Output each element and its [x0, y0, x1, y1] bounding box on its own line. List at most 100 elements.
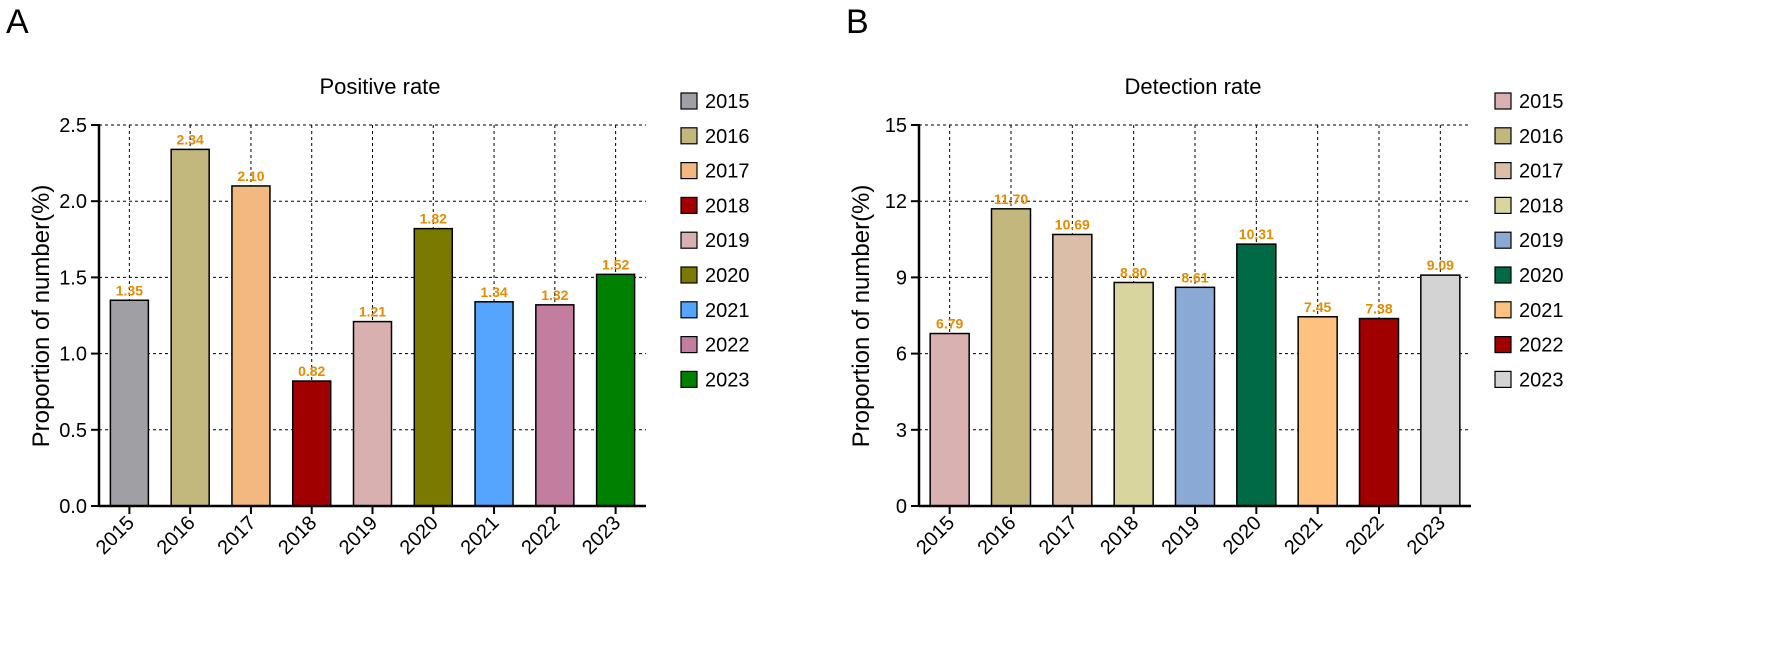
panel-b-bar-2020 — [1236, 243, 1277, 507]
panel-b-legend-swatch-2023 — [1494, 370, 1512, 388]
panel-b-data-label-2022: 7.38 — [1365, 301, 1392, 317]
panel-a-legend-label-2018: 2018 — [705, 195, 750, 217]
panel-b-bar-2023 — [1420, 274, 1461, 507]
panel-b-legend: 2015 2016 2017 2018 2019 2020 2021 2022 2023 — [1494, 91, 1564, 391]
panel-b-data-label-2017: 10.69 — [1055, 216, 1090, 232]
panel-a-data-label-2020: 1.82 — [420, 211, 447, 227]
panel-a-y-tick-label: 0.5 — [59, 420, 87, 442]
panel-a-legend-label-2015: 2015 — [705, 91, 750, 113]
panel-a-legend-label-2021: 2021 — [705, 300, 750, 322]
panel-a-bars — [109, 148, 636, 507]
panel-b-bar-2018 — [1113, 281, 1154, 507]
panel-b-bar-2019 — [1174, 286, 1216, 507]
panel-a-legend-label-2019: 2019 — [705, 230, 750, 252]
panel-b-bar-2015 — [929, 332, 970, 507]
panel-a-bar-2021 — [474, 301, 514, 507]
panel-a-bar-2022 — [535, 304, 575, 507]
panel-b-legend-swatch-2017 — [1494, 162, 1512, 180]
panel-b-legend-swatch-2020 — [1494, 266, 1512, 284]
panel-a-legend-swatch-2019 — [680, 231, 698, 249]
panel-b-legend-label-2023: 2023 — [1519, 369, 1564, 391]
panel-b-bars — [929, 208, 1461, 507]
panel-b-data-label-2023: 9.09 — [1427, 257, 1454, 273]
panel-a-bar-2016 — [170, 148, 210, 507]
panel-a-y-tick-label: 2.0 — [59, 191, 87, 213]
panel-b-letter: B — [846, 3, 869, 41]
panel-a-bar-2018 — [291, 380, 332, 507]
panel-b-x-tick-label-2018: 2018 — [1096, 512, 1143, 559]
panel-a-legend-label-2017: 2017 — [705, 161, 750, 183]
panel-b-y-tick-label: 6 — [896, 344, 907, 366]
panel-b-legend-label-2020: 2020 — [1519, 265, 1564, 287]
panel-b-bar-2016 — [990, 208, 1032, 507]
panel-b-y-tick-label: 9 — [896, 267, 907, 289]
panel-b-bar-2021 — [1297, 316, 1338, 507]
panel-a-bar-2023 — [595, 273, 636, 507]
panel-a-x-tick-label-2015: 2015 — [92, 512, 139, 559]
panel-a-letter: A — [6, 3, 29, 41]
panel-b-x-tick-label-2016: 2016 — [974, 512, 1021, 559]
panel-a-legend-swatch-2021 — [680, 301, 698, 319]
panel-a-bar-2020 — [413, 227, 454, 507]
panel-b-x-tick-label-2023: 2023 — [1403, 512, 1450, 559]
panel-b-y-tick-label: 12 — [885, 191, 907, 213]
panel-b-y-axis-label: Proportion of number(%) — [848, 185, 875, 448]
panel-b-legend-swatch-2022 — [1494, 336, 1512, 354]
panel-a-legend-swatch-2017 — [680, 162, 698, 180]
panel-b-y-tick-label: 3 — [896, 420, 907, 442]
panel-a-x-tick-label-2017: 2017 — [213, 512, 260, 559]
panel-b-legend-label-2016: 2016 — [1519, 126, 1564, 148]
panel-a-x-tick-label-2019: 2019 — [335, 512, 382, 559]
panel-a-y-tick-label: 0.0 — [59, 496, 87, 518]
panel-b-x-tick-label-2022: 2022 — [1342, 512, 1389, 559]
panel-a-legend-label-2016: 2016 — [705, 126, 750, 148]
panel-a-legend-swatch-2020 — [680, 266, 698, 284]
panel-a-legend-label-2020: 2020 — [705, 265, 750, 287]
panel-b-legend-swatch-2015 — [1494, 92, 1512, 110]
panel-b-legend-swatch-2021 — [1494, 301, 1512, 319]
panel-a-legend-swatch-2016 — [680, 127, 698, 145]
panel-b-legend-label-2022: 2022 — [1519, 335, 1564, 357]
panel-b-bar-2022 — [1358, 317, 1400, 507]
panel-a-x-tick-label-2016: 2016 — [153, 512, 200, 559]
panel-b-legend-swatch-2018 — [1494, 196, 1512, 214]
panel-a-legend-swatch-2022 — [680, 336, 698, 354]
panel-a-bar-2015 — [109, 299, 150, 507]
panel-a-legend-label-2022: 2022 — [705, 335, 750, 357]
panel-a-x-tick-label-2023: 2023 — [578, 512, 625, 559]
panel-a-data-label-2019: 1.21 — [359, 304, 386, 320]
panel-b-data-label-2020: 10.31 — [1239, 226, 1274, 242]
panel-a-x-tick-label-2018: 2018 — [274, 512, 321, 559]
panel-a-data-label-2015: 1.35 — [116, 282, 143, 298]
panel-a-y-axis-label: Proportion of number(%) — [28, 185, 55, 448]
panel-b-x-tick-label-2020: 2020 — [1219, 512, 1266, 559]
panel-a-data-labels: 1.35 2.34 2.10 0.82 1.21 1.82 1.34 1.32 1.52 — [116, 131, 630, 379]
panel-b-legend-label-2017: 2017 — [1519, 161, 1564, 183]
panel-b-data-label-2021: 7.45 — [1304, 299, 1331, 315]
panel-a-y-tick-label: 1.5 — [59, 267, 87, 289]
panel-a-y-tick-label: 1.0 — [59, 344, 87, 366]
panel-a-data-label-2016: 2.34 — [177, 131, 204, 147]
panel-b-y-tick-label: 15 — [885, 115, 907, 137]
panel-a-bar-2019 — [352, 320, 393, 507]
panel-a-legend-swatch-2015 — [680, 92, 698, 110]
panel-b-x-tick-label-2021: 2021 — [1280, 512, 1327, 559]
panel-b-data-label-2015: 6.79 — [936, 316, 963, 332]
panel-b: B Detection rate Proportion of number(%)… — [846, 3, 1564, 559]
panel-b-x-tick-label-2015: 2015 — [912, 512, 959, 559]
panel-b-legend-label-2019: 2019 — [1519, 230, 1564, 252]
panel-a-title: Positive rate — [319, 74, 440, 99]
panel-b-bar-2017 — [1052, 233, 1093, 507]
panel-b-legend-label-2015: 2015 — [1519, 91, 1564, 113]
panel-b-data-label-2016: 11.70 — [994, 191, 1028, 207]
panel-b-x-tick-label-2019: 2019 — [1158, 512, 1205, 559]
panel-b-title: Detection rate — [1125, 74, 1262, 99]
panel-a-bar-2017 — [231, 185, 271, 507]
panel-b-legend-label-2018: 2018 — [1519, 195, 1564, 217]
panel-a-legend-label-2023: 2023 — [705, 369, 750, 391]
panel-b-data-labels: 6.79 11.70 10.69 8.80 8.61 10.31 7.45 7.38 9.09 — [936, 191, 1454, 332]
panel-b-x-tick-label-2017: 2017 — [1035, 512, 1082, 559]
panel-a-data-label-2018: 0.82 — [298, 363, 325, 379]
panel-a-data-label-2023: 1.52 — [602, 256, 629, 272]
